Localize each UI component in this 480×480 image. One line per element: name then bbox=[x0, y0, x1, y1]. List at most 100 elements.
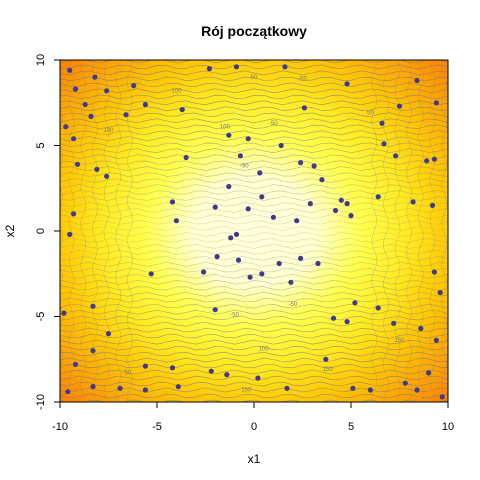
data-point bbox=[332, 207, 339, 214]
contour-line bbox=[60, 82, 448, 88]
data-point bbox=[255, 375, 261, 381]
contour-line bbox=[60, 291, 448, 297]
contour-line bbox=[60, 250, 448, 255]
chart-title: Rój początkowy bbox=[201, 23, 307, 39]
contour-line bbox=[60, 64, 448, 70]
contour-value-label: 50 bbox=[367, 111, 374, 117]
data-point bbox=[74, 161, 81, 167]
contour-value-label: 100 bbox=[259, 347, 270, 353]
contour-line bbox=[60, 70, 448, 76]
contour-value-label: -50 bbox=[288, 302, 297, 308]
data-point bbox=[201, 269, 207, 275]
contour-line bbox=[60, 100, 448, 106]
contour-line bbox=[60, 166, 448, 171]
data-point bbox=[276, 260, 282, 267]
contour-line bbox=[60, 238, 448, 243]
data-point bbox=[90, 384, 96, 390]
contour-line bbox=[60, 178, 448, 183]
y-tick-label: 10 bbox=[35, 54, 47, 66]
data-point bbox=[259, 271, 265, 277]
x-tick-label: -5 bbox=[152, 421, 162, 433]
contour-line bbox=[60, 268, 448, 273]
data-point bbox=[142, 101, 148, 108]
data-point bbox=[247, 274, 253, 280]
data-point bbox=[233, 231, 240, 237]
contour-line bbox=[60, 220, 448, 225]
contour-line bbox=[60, 261, 448, 267]
data-point bbox=[414, 387, 420, 393]
data-point bbox=[212, 307, 218, 313]
data-point bbox=[433, 100, 439, 106]
data-point bbox=[350, 385, 356, 391]
x-axis: -10 -5 0 5 10 bbox=[52, 402, 454, 433]
contour-line bbox=[60, 190, 448, 195]
data-point bbox=[352, 300, 358, 306]
contour-line bbox=[417, 60, 424, 402]
data-point bbox=[245, 136, 251, 142]
data-point bbox=[402, 380, 408, 386]
data-point bbox=[175, 384, 181, 390]
contour-line bbox=[60, 345, 448, 351]
contour-value-label: -50 bbox=[298, 77, 307, 83]
contour-value-label: 50 bbox=[125, 371, 132, 377]
contour-line bbox=[60, 393, 448, 399]
contour-line bbox=[60, 369, 448, 375]
contour-line bbox=[60, 118, 448, 124]
contour-line bbox=[115, 60, 122, 402]
contour-line bbox=[440, 60, 448, 402]
data-point bbox=[344, 319, 350, 325]
contour-value-label: -50 bbox=[230, 313, 239, 319]
x-axis-label: x1 bbox=[248, 452, 261, 466]
data-point bbox=[214, 254, 220, 260]
contour-line bbox=[60, 381, 448, 387]
contour-line bbox=[60, 196, 448, 201]
data-point bbox=[63, 124, 69, 130]
contour-line bbox=[429, 60, 436, 402]
contour-line bbox=[60, 255, 448, 261]
contour-value-label: -50 bbox=[269, 121, 278, 127]
contour-line bbox=[60, 357, 448, 363]
contour-line bbox=[60, 94, 448, 100]
contour-line bbox=[60, 67, 64, 402]
data-point bbox=[183, 154, 189, 161]
contour-line bbox=[60, 76, 448, 82]
contour-labels: 50 -50 100 -50 -50 -50 -50 100 150 150 100 50 100 150… bbox=[103, 75, 405, 394]
data-point bbox=[294, 218, 300, 224]
y-axis: -10 -5 0 5 10 bbox=[35, 54, 60, 410]
data-point bbox=[61, 310, 67, 316]
data-point bbox=[259, 194, 265, 200]
contour-line bbox=[60, 303, 448, 309]
data-point bbox=[282, 64, 288, 70]
data-point bbox=[270, 214, 276, 220]
x-tick-label: 0 bbox=[251, 421, 257, 433]
data-point bbox=[323, 356, 329, 362]
data-point bbox=[429, 202, 436, 208]
contour-line bbox=[60, 375, 448, 381]
x-tick-label: -10 bbox=[52, 421, 68, 433]
x-tick-label: 5 bbox=[348, 421, 354, 433]
data-point bbox=[142, 363, 148, 369]
contour-line bbox=[60, 351, 448, 357]
contour-line bbox=[60, 214, 448, 219]
data-point bbox=[391, 320, 397, 326]
data-point bbox=[208, 368, 214, 374]
data-point bbox=[169, 365, 176, 371]
data-point bbox=[94, 166, 100, 172]
data-point bbox=[414, 77, 420, 84]
data-point bbox=[439, 394, 445, 400]
contour-line bbox=[60, 309, 448, 315]
data-point bbox=[226, 132, 232, 138]
y-axis-label: x2 bbox=[3, 224, 17, 237]
data-point bbox=[67, 231, 73, 237]
data-point bbox=[381, 141, 387, 147]
y-tick-label: 5 bbox=[35, 142, 47, 148]
data-point bbox=[71, 211, 77, 217]
contour-line bbox=[60, 130, 448, 136]
data-point bbox=[105, 331, 112, 337]
data-point bbox=[104, 88, 110, 94]
data-point bbox=[88, 113, 94, 119]
data-point bbox=[233, 64, 240, 70]
contour-line bbox=[60, 273, 448, 279]
data-point bbox=[90, 348, 96, 354]
contour-line bbox=[406, 60, 413, 402]
